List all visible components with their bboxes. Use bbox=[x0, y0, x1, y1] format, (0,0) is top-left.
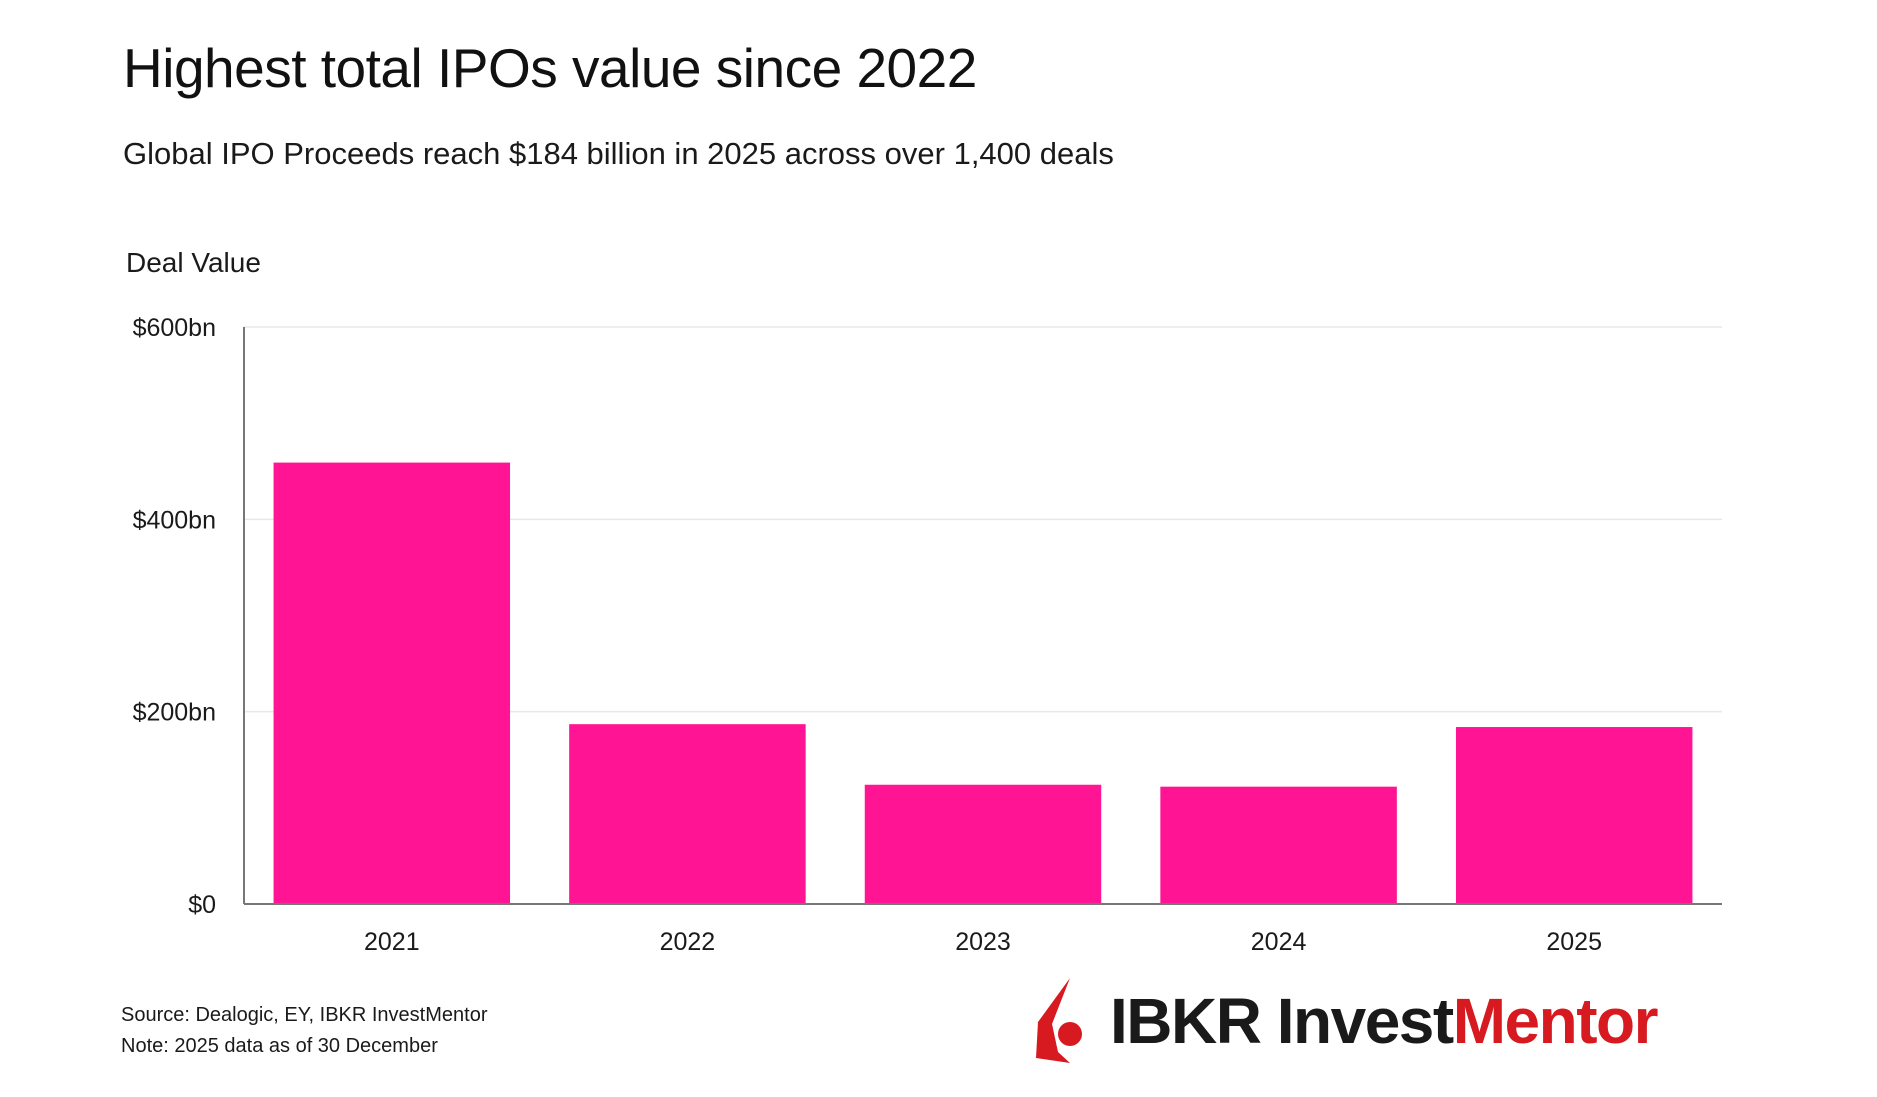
y-axis-title: Deal Value bbox=[126, 247, 261, 278]
logo-wordmark-dark: IBKR Invest bbox=[1110, 984, 1454, 1057]
x-tick-label: 2025 bbox=[1546, 928, 1602, 956]
chart-title: Highest total IPOs value since 2022 bbox=[123, 37, 977, 99]
x-tick-labels: 2021 2022 2023 2024 2025 bbox=[364, 928, 1602, 956]
bar-chart: Deal Value $0 $200bn $400bn $600bn 2021 2022… bbox=[126, 247, 1722, 956]
bar-2022 bbox=[569, 724, 806, 904]
axes bbox=[243, 327, 1722, 905]
y-tick-labels: $0 $200bn $400bn $600bn bbox=[133, 314, 216, 919]
x-tick-label: 2024 bbox=[1251, 928, 1307, 956]
chart-footer: Source: Dealogic, EY, IBKR InvestMentor … bbox=[121, 1000, 487, 1062]
data-note: Note: 2025 data as of 30 December bbox=[121, 1035, 438, 1057]
logo-wordmark: IBKR InvestMentor bbox=[1110, 989, 1659, 1053]
chart-subtitle: Global IPO Proceeds reach $184 billion i… bbox=[123, 136, 1114, 171]
bar-2025 bbox=[1455, 727, 1693, 904]
x-tick-label: 2022 bbox=[660, 928, 716, 956]
ibkr-investmentor-logo: IBKR InvestMentor bbox=[1030, 978, 1659, 1063]
x-tick-label: 2021 bbox=[364, 928, 420, 956]
ibkr-flame-icon bbox=[1036, 978, 1082, 1063]
bar-2023 bbox=[864, 784, 1102, 904]
bars bbox=[273, 462, 1693, 904]
y-tick-label: $600bn bbox=[133, 314, 216, 342]
logo-wordmark-red: Mentor bbox=[1452, 984, 1659, 1057]
source-note: Source: Dealogic, EY, IBKR InvestMentor bbox=[121, 1004, 488, 1026]
bar-2021 bbox=[273, 462, 511, 904]
y-tick-label: $200bn bbox=[133, 699, 216, 727]
x-tick-label: 2023 bbox=[955, 928, 1011, 956]
bar-2024 bbox=[1160, 786, 1397, 904]
y-tick-label: $400bn bbox=[133, 506, 216, 534]
y-tick-label: $0 bbox=[188, 891, 216, 919]
